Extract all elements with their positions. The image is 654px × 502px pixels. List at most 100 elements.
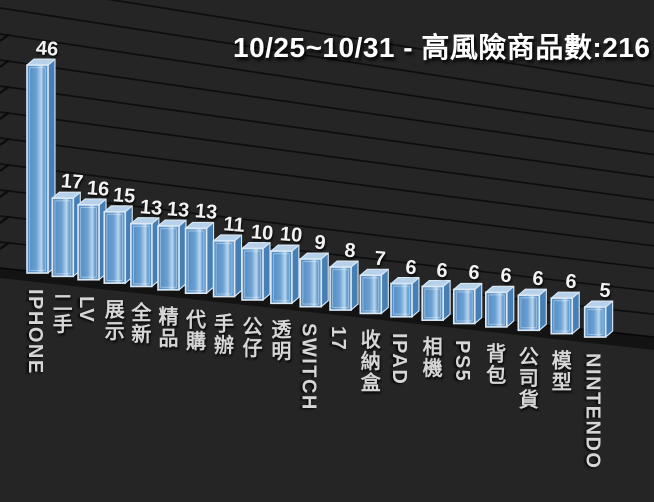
bar-front-face [130, 222, 153, 288]
gridline [0, 111, 654, 202]
bar-bevel [586, 309, 604, 335]
bar-PS5 [452, 282, 483, 325]
bar-手辦 [212, 234, 243, 298]
category-label: 收納盒 [357, 329, 380, 394]
bar-bevel [520, 297, 538, 329]
bar-side-face [234, 234, 243, 298]
bar-side-face [538, 288, 547, 331]
bar-front-face [270, 250, 293, 305]
gridline [0, 59, 654, 156]
bar-front-face [390, 282, 413, 318]
bar-bevel [106, 213, 124, 282]
category-label: 全新 [127, 302, 150, 346]
bar-side-face [350, 260, 359, 311]
bar-bevel [487, 294, 505, 325]
bar-bevel [215, 242, 233, 295]
bar-透明 [270, 244, 300, 305]
bar-bevel [160, 228, 177, 288]
bar-bevel [133, 225, 150, 285]
bar-bevel [553, 300, 571, 332]
bar-二手 [51, 191, 81, 278]
category-label: 精品 [155, 305, 177, 349]
bar-bevel [54, 200, 72, 275]
bar-front-face [517, 294, 541, 332]
bar-收納盒 [359, 268, 389, 315]
bar-bevel [302, 261, 320, 305]
axis-tick [0, 137, 10, 146]
gridline [0, 7, 654, 110]
category-label: 二手 [49, 292, 72, 336]
bar-front-face [103, 211, 127, 284]
category-label: 展示 [101, 299, 124, 343]
bar-bevel [393, 285, 410, 315]
gridline [107, 0, 654, 88]
bar-front-face [241, 247, 264, 301]
bar-front-face [421, 285, 444, 321]
bar-front-face [550, 297, 574, 335]
bar-bevel [424, 288, 442, 319]
category-label: 代購 [182, 309, 205, 353]
bar-IPAD [390, 277, 420, 318]
bar-front-face [184, 227, 208, 295]
category-label: 背包 [482, 342, 505, 386]
bar-side-face [411, 277, 420, 318]
bar-bevel [455, 291, 473, 322]
category-label: NINTENDO [581, 353, 604, 470]
bar-front-face [329, 266, 352, 311]
bar-代購 [184, 221, 215, 295]
axis-tick [0, 85, 10, 94]
gridline [0, 137, 654, 224]
category-label: 模型 [548, 349, 571, 393]
bar-side-face [291, 244, 300, 304]
bar-side-face [262, 241, 271, 301]
axis-tick [0, 33, 10, 42]
axis-tick [0, 215, 10, 224]
bar-bevel [362, 277, 380, 312]
category-label: IPAD [388, 332, 410, 386]
axis-tick [0, 111, 10, 120]
bar-front-face [77, 204, 100, 281]
gridline [0, 189, 654, 270]
bar-公司貨 [517, 288, 547, 332]
bar-front-face [51, 197, 75, 278]
category-label: SWITCH [297, 322, 320, 411]
bar-NINTENDO [583, 300, 614, 338]
bar-相機 [421, 279, 451, 321]
bar-side-face [320, 252, 329, 308]
bar-front-face [359, 274, 383, 315]
bar-side-face [474, 282, 483, 325]
axis-tick [0, 241, 10, 250]
bar-bevel [273, 253, 290, 302]
bar-bevel [80, 207, 97, 278]
category-label: PS5 [450, 339, 473, 382]
bar-bevel [29, 67, 46, 271]
gridline [0, 163, 654, 247]
bar-bevel [244, 250, 261, 298]
bar-front-face [299, 258, 323, 308]
axis-tick [0, 59, 10, 68]
bar-bevel [332, 269, 349, 308]
bar-SWITCH [299, 252, 329, 308]
gridline [0, 33, 654, 133]
bar-全新 [130, 217, 160, 288]
bar-bevel [187, 230, 205, 292]
bar-side-face [380, 268, 389, 314]
axis-tick [0, 189, 10, 198]
bar-side-face [571, 291, 580, 335]
bar-精品 [157, 219, 187, 291]
bar-front-face [452, 288, 476, 325]
category-label: LV [75, 295, 98, 323]
bar-公仔 [241, 241, 271, 301]
bar-side-face [506, 285, 515, 328]
bar-front-face [484, 291, 508, 328]
bar-17 [329, 260, 359, 311]
category-label: 公司貨 [515, 346, 538, 411]
gridline [0, 85, 654, 179]
axis-tick [0, 163, 10, 172]
category-label: 透明 [267, 319, 290, 363]
bar-模型 [550, 291, 580, 335]
bar-front-face [26, 64, 49, 274]
bar-front-face [583, 306, 607, 338]
